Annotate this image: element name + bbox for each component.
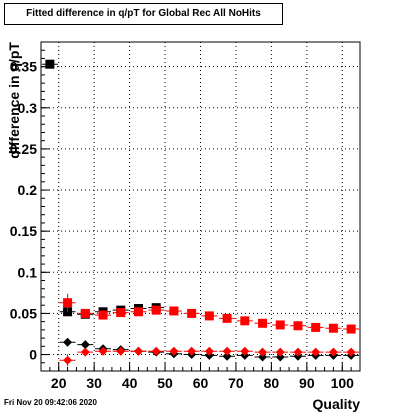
x-tick-label: 80: [264, 375, 280, 391]
data-point: [258, 352, 268, 362]
data-point: [240, 316, 250, 326]
y-tick-label: 0.1: [18, 264, 38, 280]
x-tick-label: 100: [331, 375, 355, 391]
data-point: [98, 346, 108, 356]
data-point: [133, 346, 143, 356]
y-tick-label: 0.05: [10, 305, 37, 321]
data-point: [293, 321, 303, 331]
y-tick-label: 0.2: [18, 182, 38, 198]
data-point: [222, 346, 232, 356]
data-point: [116, 308, 126, 318]
x-tick-labels: 20 30 40 50 60 70 80 90 100: [51, 375, 354, 391]
data-point: [204, 346, 214, 356]
data-point: [311, 347, 321, 357]
y-tick-label: 0.3: [18, 100, 38, 116]
chart-title: Fitted difference in q/pT for Global Rec…: [4, 3, 283, 25]
data-point: [346, 347, 356, 357]
data-point: [275, 352, 285, 362]
data-point: [240, 346, 250, 356]
data-point: [187, 308, 197, 318]
data-point: [98, 310, 108, 320]
x-tick-label: 50: [157, 375, 173, 391]
data-point: [80, 340, 90, 350]
timestamp: Fri Nov 20 09:42:06 2020: [4, 398, 97, 407]
grid: [41, 42, 360, 371]
data-marks: [41, 59, 360, 367]
data-point: [45, 59, 55, 69]
data-point: [151, 305, 161, 315]
x-tick-label: 70: [228, 375, 244, 391]
series-1: [59, 298, 360, 334]
x-tick-label: 20: [51, 375, 67, 391]
data-point: [63, 337, 73, 347]
data-point: [293, 347, 303, 357]
x-tick-label: 40: [122, 375, 138, 391]
data-point: [80, 347, 90, 357]
data-point: [151, 346, 161, 356]
y-tick-label: 0.35: [10, 59, 37, 75]
data-point: [133, 307, 143, 317]
x-tick-label: 30: [86, 375, 102, 391]
data-point: [63, 307, 73, 317]
y-tick-label: 0.25: [10, 141, 37, 157]
data-point: [222, 351, 232, 361]
data-point: [222, 313, 232, 323]
data-point: [311, 322, 321, 332]
data-point: [258, 318, 268, 328]
y-tick-label: 0.15: [10, 223, 37, 239]
data-point: [80, 308, 90, 318]
data-point: [187, 346, 197, 356]
data-point: [346, 324, 356, 334]
data-point: [116, 346, 126, 356]
y-tick-label: 0: [29, 347, 37, 363]
data-point: [204, 311, 214, 321]
axis-ticks: [40, 41, 361, 372]
data-point: [258, 347, 268, 357]
y-axis-title: difference in q/pT: [6, 42, 22, 159]
series-0: [41, 59, 165, 319]
data-point: [169, 346, 179, 356]
y-tick-labels: 0 0.05 0.1 0.15 0.2 0.25 0.3 0.35: [10, 59, 37, 363]
x-axis-title: Quality: [313, 396, 361, 412]
data-point: [328, 323, 338, 333]
data-point: [169, 306, 179, 316]
data-point: [275, 320, 285, 330]
data-point: [275, 347, 285, 357]
x-tick-label: 60: [193, 375, 209, 391]
x-tick-label: 90: [299, 375, 315, 391]
data-point: [328, 347, 338, 357]
